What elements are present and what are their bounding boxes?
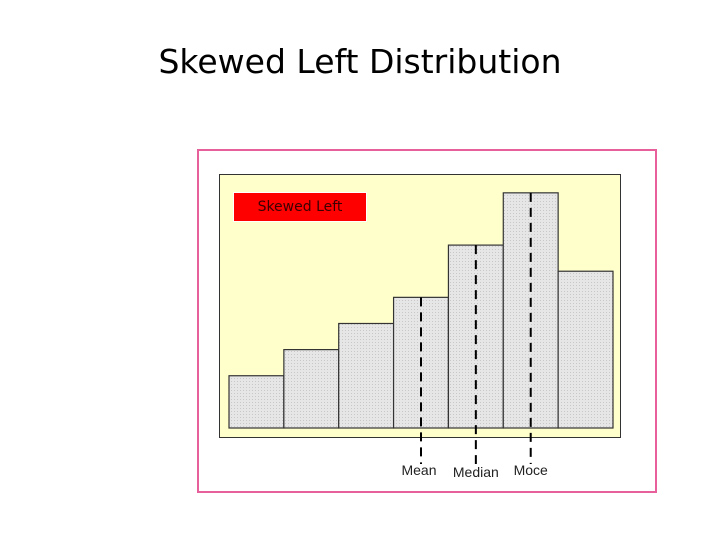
histogram-bar [228, 375, 285, 429]
distribution-label-box: Skewed Left [233, 192, 367, 222]
histogram-bar [338, 322, 395, 429]
marker-label-median: Median [453, 464, 499, 480]
marker-label-moce: Moce [514, 462, 548, 478]
histogram-bar [283, 349, 340, 429]
histogram-bar [557, 270, 614, 429]
marker-label-mean: Mean [401, 462, 436, 478]
slide-title: Skewed Left Distribution [158, 42, 562, 81]
histogram-bar [502, 192, 559, 429]
